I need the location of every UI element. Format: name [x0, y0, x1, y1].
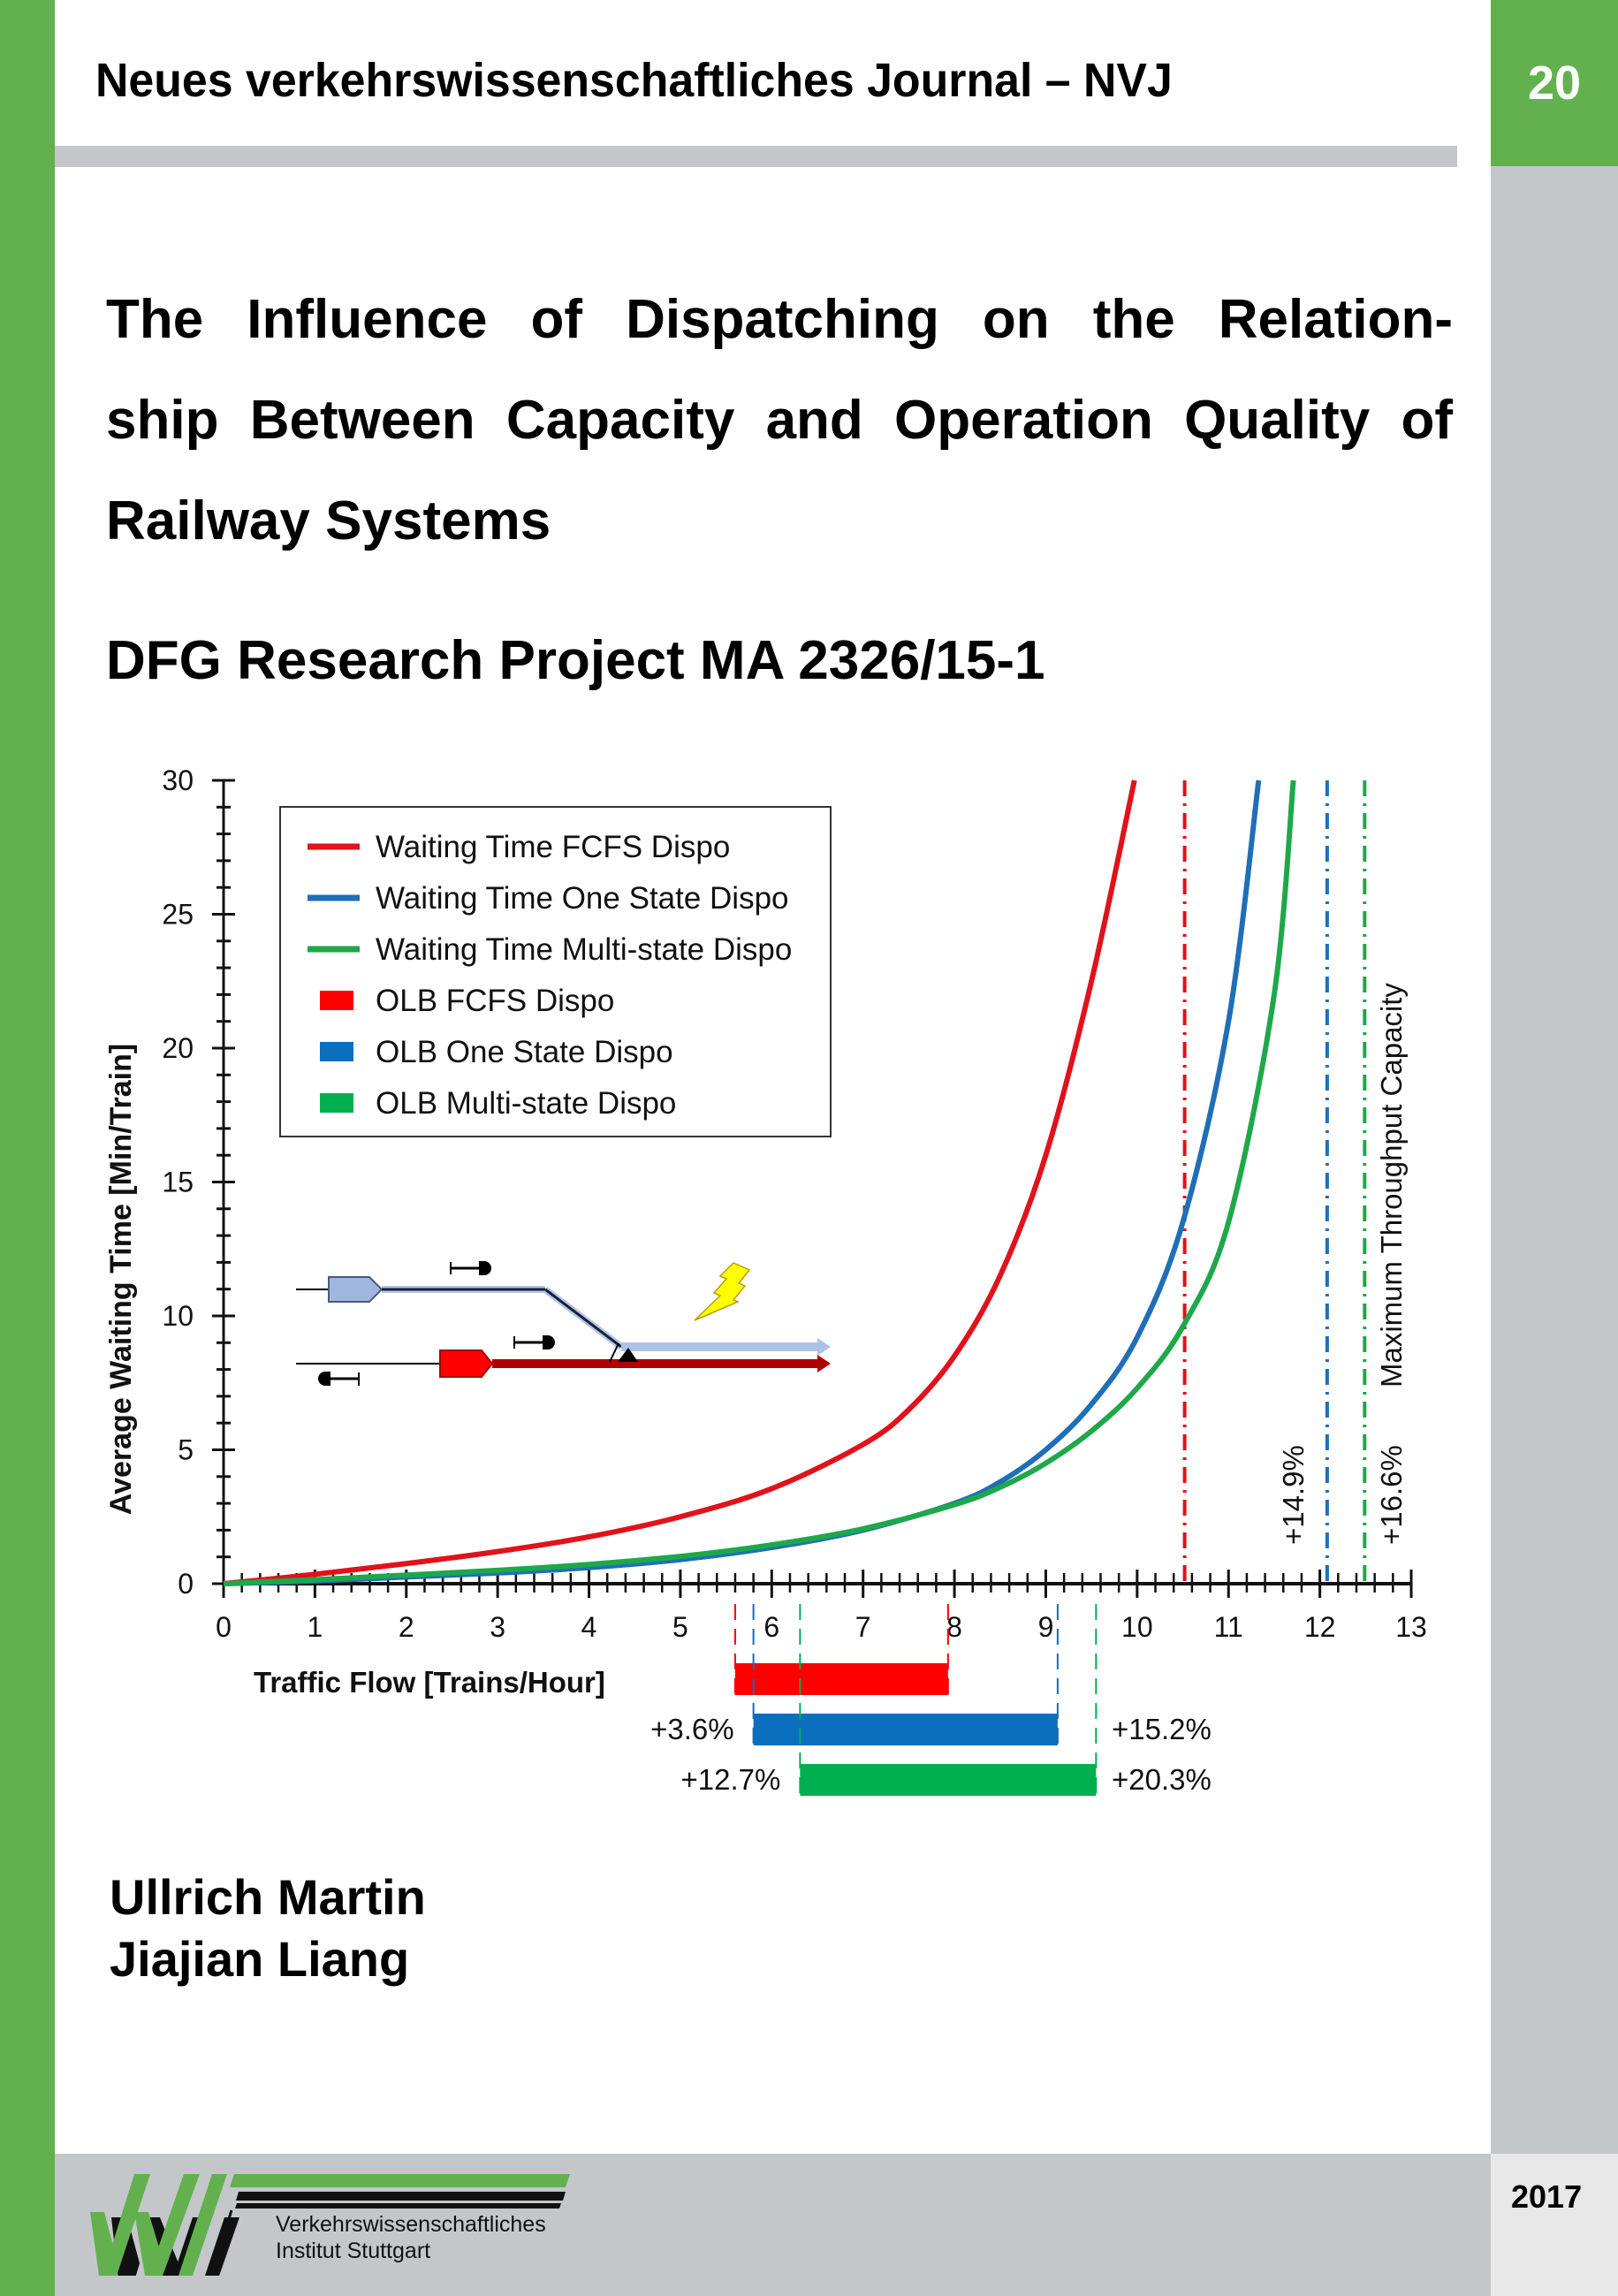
legend-label: Waiting Time One State Dispo: [376, 881, 789, 916]
signal-icon: [450, 1261, 491, 1275]
x-tick-label: 0: [216, 1611, 232, 1643]
legend-swatch: [320, 1042, 353, 1061]
capacity-gain-label: +16.6%: [1375, 1445, 1408, 1545]
waiting-time-curves: [223, 779, 1296, 1586]
x-tick-label: 7: [855, 1611, 871, 1643]
issue-number: 20: [1527, 57, 1582, 110]
olb-left-label: +3.6%: [650, 1713, 734, 1745]
olb-right-label: +15.2%: [1112, 1713, 1212, 1745]
x-tick-label: 12: [1304, 1611, 1336, 1643]
y-tick-label: 20: [162, 1032, 194, 1064]
title-line: ship Between Capacity and Operation Qual…: [106, 390, 1453, 451]
institute-line: Verkehrswissenschaftliches: [276, 2212, 546, 2237]
x-tick-label: 4: [581, 1611, 597, 1643]
authors: Ullrich Martin Jiajian Liang: [110, 1866, 426, 1990]
project-subtitle: DFG Research Project MA 2326/15-1: [106, 630, 1045, 691]
legend-label: Waiting Time Multi-state Dispo: [376, 932, 792, 967]
x-tick-label: 5: [672, 1611, 688, 1643]
olb-right-label: +20.3%: [1112, 1763, 1212, 1796]
institute-name: Verkehrswissenschaftliches Institut Stut…: [276, 2211, 546, 2264]
chart-legend: Waiting Time FCFS Dispo Waiting Time One …: [279, 806, 832, 1137]
legend-swatch: [320, 991, 353, 1010]
author-name: Jiajian Liang: [110, 1931, 410, 1987]
legend-swatch: [320, 1093, 353, 1113]
legend-label: OLB One State Dispo: [376, 1035, 673, 1069]
lightning-icon: [694, 1262, 751, 1321]
y-tick-label: 10: [162, 1300, 194, 1332]
waiting-time-curve: [223, 779, 1296, 1586]
x-tick-label: 1: [307, 1611, 323, 1643]
x-tick-label: 9: [1038, 1611, 1054, 1643]
y-tick-label: 30: [162, 764, 194, 796]
x-tick-label: 2: [399, 1611, 414, 1643]
vwi-logo-icon: [90, 2174, 570, 2276]
author-name: Ullrich Martin: [110, 1869, 426, 1925]
olb-bar: [800, 1764, 1097, 1796]
x-tick-label: 8: [946, 1611, 962, 1643]
legend-label: Waiting Time FCFS Dispo: [376, 830, 730, 864]
capacity-axis-label: Maximum Throughput Capacity: [1375, 983, 1408, 1387]
left-green-strip: [0, 0, 55, 2296]
chart-labels: +14.9% +16.6% Maximum Throughput Capacity: [1277, 983, 1408, 1545]
legend-label: OLB FCFS Dispo: [376, 984, 614, 1018]
x-tick-label: 10: [1121, 1611, 1153, 1643]
capacity-lines: [1182, 780, 1367, 1584]
railway-junction-diagram-icon: [296, 1261, 831, 1386]
journal-title: Neues verkehrswissenschaftliches Journal…: [95, 54, 1173, 107]
publication-year: 2017: [1511, 2178, 1583, 2215]
y-tick-label: 5: [178, 1434, 194, 1466]
title-line: The Influence of Dispatching on the Rela…: [106, 289, 1453, 350]
x-tick-label: 3: [490, 1611, 505, 1643]
waiting-time-curve: [223, 779, 1137, 1586]
x-tick-label: 13: [1395, 1611, 1427, 1643]
x-axis-label: Traffic Flow [Trains/Hour]: [254, 1666, 605, 1699]
y-tick-label: 25: [162, 899, 194, 931]
right-gray-column: [1491, 0, 1618, 2296]
x-tick-label: 11: [1214, 1611, 1243, 1643]
olb-bar: [734, 1663, 948, 1695]
document-title: The Influence of Dispatching on the Rela…: [106, 270, 1453, 572]
y-axis-label: Average Waiting Time [Min/Train]: [104, 1044, 138, 1515]
capacity-gain-label: +14.9%: [1277, 1445, 1310, 1545]
issue-number-badge: 20: [1491, 0, 1618, 166]
olb-left-label: +12.7%: [681, 1763, 781, 1796]
x-tick-label: 6: [763, 1611, 779, 1643]
header-divider: [55, 146, 1457, 167]
legend-label: OLB Multi-state Dispo: [376, 1086, 676, 1121]
olb-bars: +3.6% +15.2% +12.7% +20.3%: [650, 1604, 1212, 1796]
y-tick-label: 0: [178, 1568, 194, 1600]
y-tick-label: 15: [162, 1167, 194, 1198]
title-line: Railway Systems: [106, 490, 551, 551]
signal-icon: [318, 1372, 360, 1386]
olb-bar: [753, 1714, 1058, 1745]
year-box: [1491, 2154, 1618, 2296]
institute-line: Institut Stuttgart: [276, 2239, 431, 2263]
signal-icon: [513, 1335, 555, 1349]
